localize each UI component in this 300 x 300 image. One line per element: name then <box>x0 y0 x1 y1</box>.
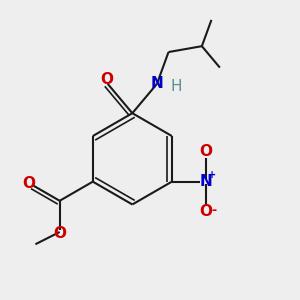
Text: O: O <box>199 205 212 220</box>
Text: H: H <box>170 79 182 94</box>
Text: O: O <box>53 226 66 241</box>
Text: -: - <box>212 204 217 217</box>
Text: O: O <box>22 176 35 191</box>
Text: +: + <box>208 170 216 180</box>
Text: O: O <box>199 144 212 159</box>
Text: N: N <box>151 76 163 92</box>
Text: O: O <box>100 72 113 87</box>
Text: N: N <box>199 174 212 189</box>
